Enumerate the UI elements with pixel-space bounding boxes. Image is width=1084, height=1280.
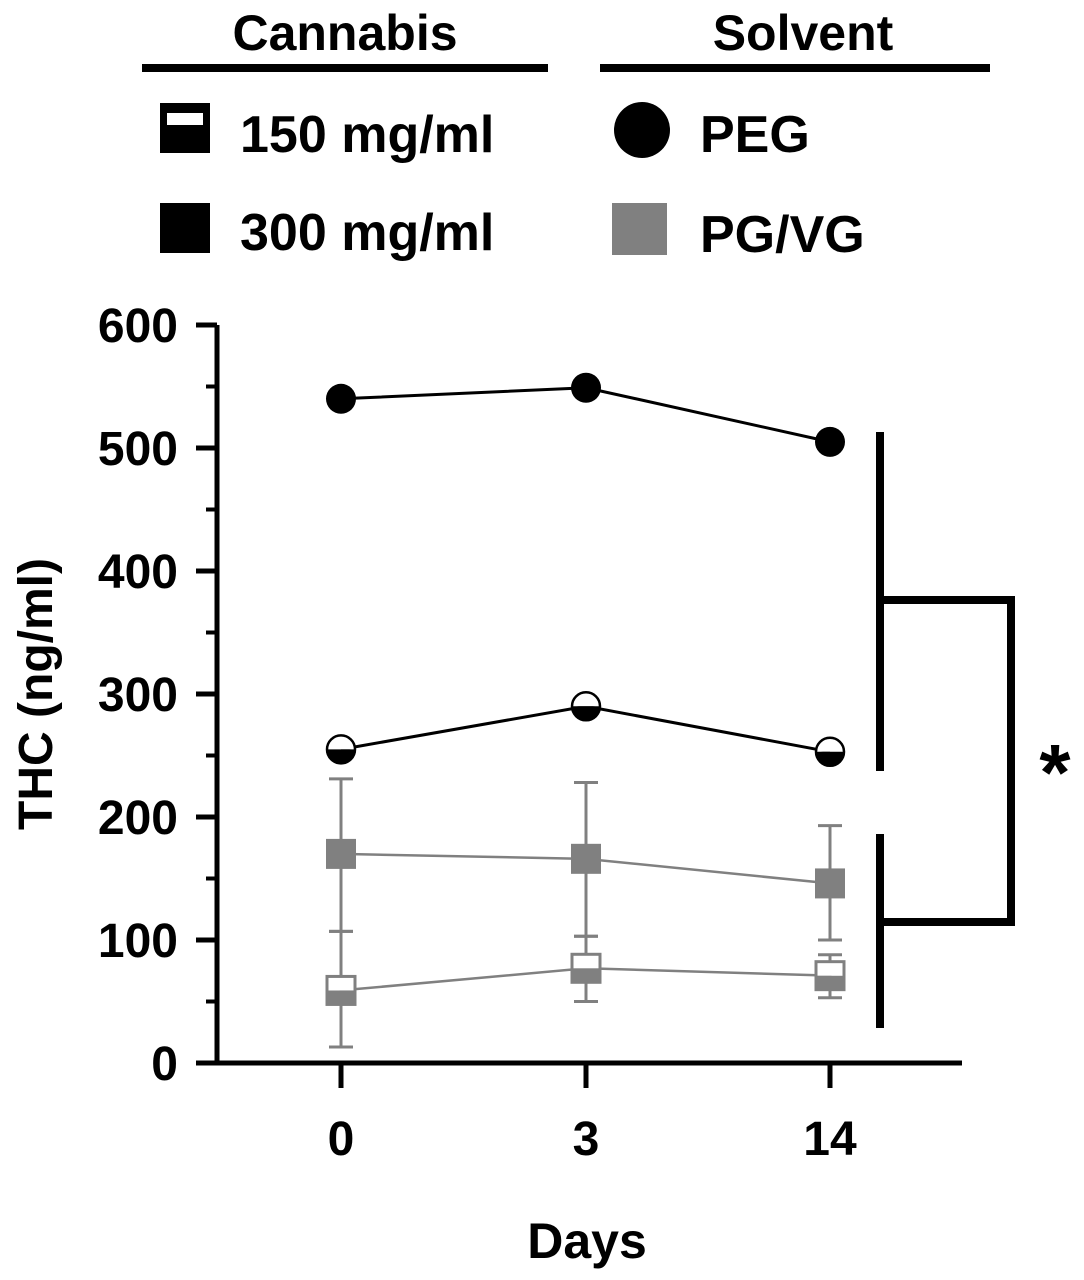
y-axis-label: THC (ng/ml)	[10, 558, 63, 830]
series-peg-300	[326, 372, 845, 457]
gray-square-icon	[612, 203, 667, 255]
significance-star: *	[1039, 728, 1071, 817]
legend-cannabis-title: Cannabis	[232, 5, 457, 61]
legend-solvent-title: Solvent	[713, 5, 894, 61]
y-tick-label: 100	[98, 915, 178, 968]
x-ticks: 0 3 14	[328, 1063, 857, 1166]
y-tick-label: 0	[151, 1038, 178, 1091]
data-point	[325, 974, 357, 1006]
x-tick-label: 3	[573, 1113, 600, 1166]
circle-icon	[614, 102, 670, 158]
series-pgvg-300	[326, 777, 845, 942]
plot-area	[325, 372, 846, 1049]
data-point	[570, 691, 602, 722]
legend-label-300: 300 mg/ml	[240, 204, 494, 262]
legend-label-150: 150 mg/ml	[240, 106, 494, 164]
data-point	[815, 426, 845, 457]
x-tick-label: 0	[328, 1113, 355, 1166]
legend-label-peg: PEG	[700, 106, 810, 164]
data-point	[815, 868, 845, 899]
data-point	[570, 952, 602, 984]
x-tick-label: 14	[803, 1113, 857, 1166]
y-tick-label: 200	[98, 792, 178, 845]
series-peg-150	[325, 691, 846, 768]
y-tick-label: 300	[98, 669, 178, 722]
series-pgvg-150	[325, 929, 846, 1049]
y-tick-label: 500	[98, 423, 178, 476]
data-point	[814, 960, 846, 992]
significance-bracket: *	[876, 432, 1071, 1028]
data-point	[326, 383, 356, 414]
y-ticks: 0 100 200 300 400 500 600	[98, 300, 217, 1091]
legend-label-pgvg: PG/VG	[700, 206, 865, 264]
axes: 0 100 200 300 400 500 600 0 3 14 THC (ng/ml) Day…	[10, 300, 962, 1269]
data-point	[814, 736, 846, 768]
half-filled-square-icon	[160, 103, 210, 153]
legend: Cannabis Solvent 150 mg/ml 300 mg/ml PEG…	[142, 5, 990, 264]
data-point	[325, 734, 357, 765]
data-point	[571, 372, 601, 403]
data-point	[326, 838, 356, 869]
x-axis-label: Days	[527, 1213, 647, 1269]
y-tick-label: 600	[98, 300, 178, 353]
filled-square-icon	[160, 203, 210, 253]
data-point	[571, 843, 601, 874]
y-tick-label: 400	[98, 546, 178, 599]
